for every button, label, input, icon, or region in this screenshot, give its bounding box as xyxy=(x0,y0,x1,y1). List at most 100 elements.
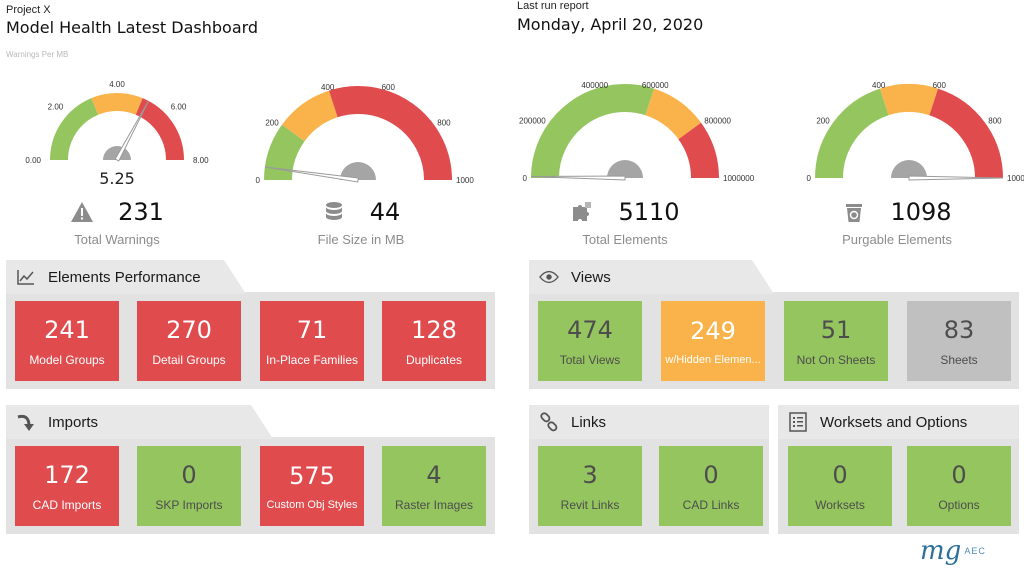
gauge-hub xyxy=(607,160,643,178)
tile-value: 128 xyxy=(411,316,457,344)
gauge-tick-label: 800 xyxy=(988,116,1002,125)
tile-value: 249 xyxy=(690,317,736,345)
tile-custom-obj-styles[interactable]: 575 Custom Obj Styles xyxy=(260,446,364,526)
tile-value: 474 xyxy=(567,316,613,344)
panel-title: Worksets and Options xyxy=(820,413,968,431)
logo-mark: mg xyxy=(920,536,962,566)
gauge-total-elements: 0 200000 400000 600000 800000 1000000 xyxy=(500,72,755,252)
gauge-hub xyxy=(340,162,376,180)
puzzle-icon xyxy=(570,200,594,224)
gauge-svg: 0 200 400 600 800 1000 xyxy=(256,83,475,185)
gauge-hub xyxy=(891,160,927,178)
kpi-label: Total Warnings xyxy=(74,232,160,247)
last-run-date: Monday, April 20, 2020 xyxy=(517,15,704,34)
gauge-tick-label: 0.00 xyxy=(25,156,41,165)
gauge-band-orange xyxy=(879,84,939,116)
panel-tab-worksets: Worksets and Options xyxy=(778,405,1019,439)
warning-icon xyxy=(70,200,94,224)
tile-raster-images[interactable]: 4 Raster Images xyxy=(382,446,486,526)
tile-cad-imports[interactable]: 172 CAD Imports xyxy=(15,446,119,526)
tile-model-groups[interactable]: 241 Model Groups xyxy=(15,301,119,381)
gauge-tick-label: 200 xyxy=(265,118,279,127)
gauge-warnings-per-mb: 0.00 2.00 4.00 6.00 8.00 5.25 xyxy=(0,72,250,252)
panel-tab-imports: Imports xyxy=(6,405,273,439)
tile-hidden-elements[interactable]: 249 w/Hidden Elemen... xyxy=(661,301,765,381)
kpi-file-size: 44 File Size in MB xyxy=(266,196,456,252)
tile-value: 4 xyxy=(426,461,442,489)
gauge-tick-label: 200 xyxy=(816,116,830,125)
gauge-tick-label: 2.00 xyxy=(48,102,64,111)
tile-not-on-sheets[interactable]: 51 Not On Sheets xyxy=(784,301,888,381)
tile-label: Duplicates xyxy=(405,353,463,367)
tile-label: Sheets xyxy=(940,353,978,367)
line-chart-icon xyxy=(16,267,36,287)
kpi-value: 5110 xyxy=(618,198,680,226)
gauge-tick-label: 600 xyxy=(382,83,396,92)
kpi-label: Total Elements xyxy=(582,232,668,247)
tile-label: Options xyxy=(938,498,980,512)
tile-label: Not On Sheets xyxy=(796,353,876,367)
gauge-band-green xyxy=(815,88,890,179)
tile-revit-links[interactable]: 3 Revit Links xyxy=(538,446,642,526)
gauge-tick-label: 600000 xyxy=(642,81,669,90)
page-title: Model Health Latest Dashboard xyxy=(6,18,259,37)
gauge-file-size: 0 200 400 600 800 1000 xyxy=(250,72,500,252)
tile-in-place-families[interactable]: 71 In-Place Families xyxy=(260,301,364,381)
kpi-total-warnings: 231 Total Warnings xyxy=(22,196,212,252)
gauge-subtitle: Warnings Per MB xyxy=(6,50,69,59)
kpi-total-elements: 5110 Total Elements xyxy=(530,196,720,252)
last-run-label: Last run report xyxy=(517,0,589,12)
tile-skp-imports[interactable]: 0 SKP Imports xyxy=(137,446,241,526)
gauge-svg: 0 200 400 600 800 1000 xyxy=(807,81,1024,183)
tile-label: Model Groups xyxy=(29,353,105,367)
gauge-tick-label: 4.00 xyxy=(109,80,125,89)
tile-label: Revit Links xyxy=(560,498,620,512)
tile-label: Worksets xyxy=(815,498,865,512)
gauge-band-orange xyxy=(281,90,339,142)
tile-value: 172 xyxy=(44,461,90,489)
gauge-tick-label: 1000000 xyxy=(723,174,755,183)
gauge-purgable-elements: 0 200 400 600 800 1000 xyxy=(770,72,1024,252)
gauge-tick-label: 400 xyxy=(872,81,886,90)
kpi-value: 44 xyxy=(369,198,401,226)
gauge-band-red xyxy=(928,88,1003,179)
tile-label: SKP Imports xyxy=(155,498,223,512)
mg-aec-logo: mg AEC xyxy=(920,536,986,566)
tile-cad-links[interactable]: 0 CAD Links xyxy=(659,446,763,526)
tile-total-views[interactable]: 474 Total Views xyxy=(538,301,642,381)
gauge-tick-label: 1000 xyxy=(456,176,474,185)
logo-text: AEC xyxy=(964,546,986,556)
panel-title: Imports xyxy=(48,413,99,431)
link-icon xyxy=(539,412,559,432)
tile-detail-groups[interactable]: 270 Detail Groups xyxy=(137,301,241,381)
gauge-band-green xyxy=(264,124,305,181)
panel-tab-links: Links xyxy=(529,405,769,439)
checklist-icon xyxy=(788,412,808,432)
curved-arrow-icon xyxy=(16,412,36,432)
tile-options[interactable]: 0 Options xyxy=(907,446,1011,526)
gauge-tick-label: 0 xyxy=(256,176,261,185)
project-name: Project X xyxy=(6,4,51,16)
gauge-needle xyxy=(264,166,359,183)
kpi-label: Purgable Elements xyxy=(842,232,952,247)
gauge-tick-label: 800000 xyxy=(704,116,731,125)
gauge-needle xyxy=(114,100,150,162)
gauge-tick-label: 400000 xyxy=(581,81,608,90)
gauge-needle xyxy=(908,175,1004,181)
panel-title: Links xyxy=(571,413,607,431)
gauge-tick-label: 1000 xyxy=(1007,174,1024,183)
recycle-bin-icon xyxy=(842,200,866,224)
kpi-purgable-elements: 1098 Purgable Elements xyxy=(802,196,992,252)
gauge-tick-label: 0 xyxy=(523,174,528,183)
tile-value: 83 xyxy=(943,316,975,344)
tile-value: 51 xyxy=(820,316,852,344)
gauge-band-orange xyxy=(91,93,143,115)
tile-label: CAD Links xyxy=(682,498,740,512)
gauge-band-red xyxy=(328,86,452,181)
gauge-band-green xyxy=(50,98,99,161)
eye-icon xyxy=(539,267,559,287)
tile-worksets[interactable]: 0 Worksets xyxy=(788,446,892,526)
tile-duplicates[interactable]: 128 Duplicates xyxy=(382,301,486,381)
gauge-tick-label: 6.00 xyxy=(171,102,187,111)
tile-sheets[interactable]: 83 Sheets xyxy=(907,301,1011,381)
